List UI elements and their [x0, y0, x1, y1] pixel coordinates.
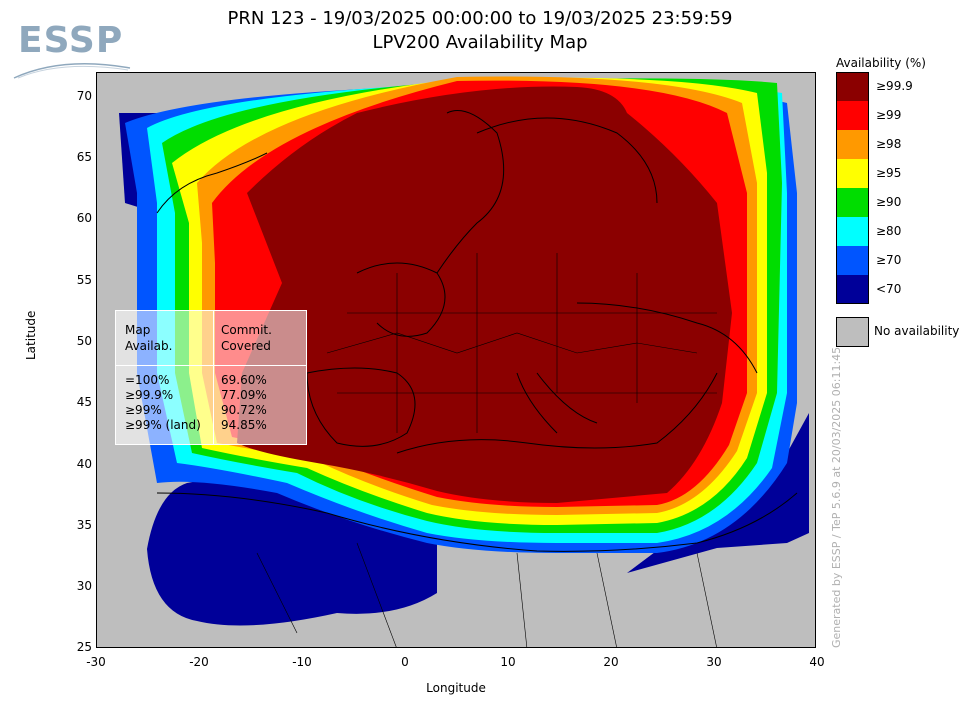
availability-legend: ≥99.9 ≥99 ≥98 ≥95 ≥90 ≥80 ≥70 <70 — [836, 72, 956, 304]
legend-item: ≥98 — [836, 130, 956, 159]
stats-row-label: =100% — [125, 373, 170, 387]
band-lt70-east — [627, 413, 809, 573]
stats-row-value: 94.85% — [221, 418, 267, 432]
legend-swatch — [836, 72, 869, 101]
stats-row-value: 90.72% — [221, 403, 267, 417]
legend-item: ≥95 — [836, 159, 956, 188]
map-title: PRN 123 - 19/03/2025 00:00:00 to 19/03/2… — [227, 8, 733, 29]
coverage-stats-table: Map Availab. Commit. Covered =100% 69.60… — [115, 310, 307, 445]
stats-header-col2-line2: Covered — [221, 339, 271, 353]
no-availability-label: No availability — [874, 324, 960, 338]
coastlines — [156, 110, 798, 552]
legend-item: ≥90 — [836, 188, 956, 217]
stats-header-col1-line2: Availab. — [125, 339, 173, 353]
x-tick-label: 20 — [603, 655, 619, 669]
stats-column-divider — [213, 311, 214, 444]
legend-item: ≥70 — [836, 246, 956, 275]
x-tick-label: -30 — [86, 655, 106, 669]
y-tick-label: 45 — [76, 395, 92, 409]
legend-title: Availability (%) — [836, 56, 926, 70]
legend-swatch — [836, 159, 869, 188]
x-tick-label: -10 — [292, 655, 312, 669]
y-tick-label: 35 — [76, 518, 92, 532]
y-tick-label: 65 — [76, 150, 92, 164]
stats-row-value: 77.09% — [221, 388, 267, 402]
x-tick-label: 10 — [500, 655, 516, 669]
stats-header-col1-line1: Map — [125, 323, 151, 337]
country-borders — [256, 253, 717, 647]
y-tick-label: 55 — [76, 273, 92, 287]
x-tick-label: -20 — [189, 655, 209, 669]
legend-swatch — [836, 246, 869, 275]
stats-header-divider — [116, 365, 306, 366]
generated-by-credit: Generated by ESSP / TeP 5.6.9 at 20/03/2… — [830, 346, 843, 648]
legend-swatch — [836, 101, 869, 130]
legend-label: ≥99.9 — [876, 79, 913, 93]
legend-label: ≥99 — [876, 108, 902, 122]
x-axis-label: Longitude — [426, 681, 486, 695]
logo-swoosh-icon — [13, 63, 131, 79]
y-tick-label: 25 — [76, 640, 92, 654]
no-availability-swatch — [836, 317, 869, 347]
legend-label: ≥90 — [876, 195, 902, 209]
no-availability-legend: No availability — [836, 317, 960, 347]
legend-label: ≥98 — [876, 137, 902, 151]
legend-item: ≥99 — [836, 101, 956, 130]
legend-item: <70 — [836, 275, 956, 304]
x-tick-label: 30 — [706, 655, 722, 669]
map-plot-area — [96, 72, 816, 648]
legend-swatch — [836, 130, 869, 159]
y-tick-label: 50 — [76, 334, 92, 348]
stats-row-label: ≥99% — [125, 403, 162, 417]
legend-label: ≥70 — [876, 253, 902, 267]
logo-text: ESSP — [18, 20, 124, 61]
legend-swatch — [836, 217, 869, 246]
y-tick-label: 40 — [76, 457, 92, 471]
legend-label: ≥95 — [876, 166, 902, 180]
legend-label: <70 — [876, 282, 902, 296]
availability-map — [119, 76, 809, 647]
legend-swatch — [836, 188, 869, 217]
stats-row-value: 69.60% — [221, 373, 267, 387]
stats-header-col2-line1: Commit. — [221, 323, 272, 337]
y-tick-label: 60 — [76, 211, 92, 225]
y-axis-label: Latitude — [24, 310, 38, 360]
band-ge999 — [237, 86, 732, 503]
essp-logo: ESSP — [12, 10, 132, 80]
x-tick-label: 0 — [401, 655, 409, 669]
y-tick-label: 70 — [76, 89, 92, 103]
map-subtitle: LPV200 Availability Map — [372, 32, 588, 53]
stats-row-label: ≥99% (land) — [125, 418, 201, 432]
y-tick-label: 30 — [76, 579, 92, 593]
legend-item: ≥99.9 — [836, 72, 956, 101]
stats-row-label: ≥99.9% — [125, 388, 174, 402]
legend-item: ≥80 — [836, 217, 956, 246]
legend-swatch — [836, 275, 869, 304]
legend-label: ≥80 — [876, 224, 902, 238]
x-tick-label: 40 — [809, 655, 825, 669]
